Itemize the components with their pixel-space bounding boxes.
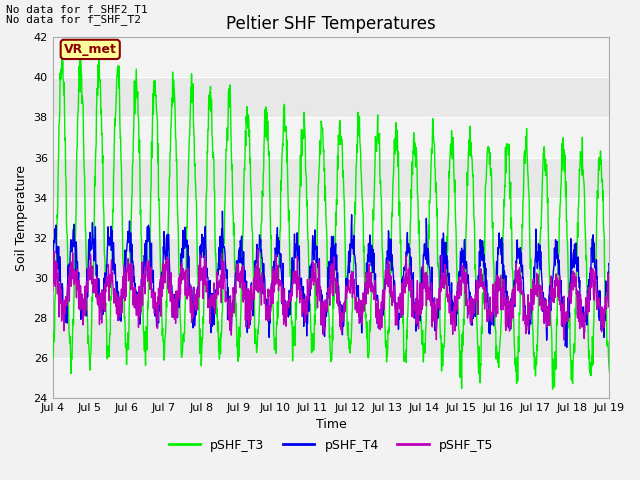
Bar xyxy=(52,118,609,157)
pSHF_T4 xyxy=(285,288,293,293)
Bar xyxy=(52,358,609,398)
Bar xyxy=(52,37,609,77)
pSHF_T3 xyxy=(95,45,103,51)
pSHF_T5 xyxy=(366,277,374,283)
Bar xyxy=(52,198,609,238)
Bar xyxy=(52,278,609,318)
pSHF_T5 xyxy=(605,293,613,299)
Line: pSHF_T5: pSHF_T5 xyxy=(52,249,609,340)
pSHF_T3 xyxy=(548,386,556,392)
pSHF_T4 xyxy=(307,277,315,283)
X-axis label: Time: Time xyxy=(316,419,346,432)
pSHF_T4 xyxy=(219,208,227,214)
pSHF_T3 xyxy=(92,147,100,153)
pSHF_T5 xyxy=(285,296,293,301)
pSHF_T4 xyxy=(366,232,374,238)
pSHF_T3 xyxy=(285,228,293,234)
Text: No data for f_SHF2_T1: No data for f_SHF2_T1 xyxy=(6,4,148,15)
pSHF_T5 xyxy=(254,246,262,252)
Text: No data for f_SHF_T2: No data for f_SHF_T2 xyxy=(6,13,141,24)
pSHF_T3 xyxy=(297,183,305,189)
pSHF_T5 xyxy=(49,288,56,294)
Line: pSHF_T4: pSHF_T4 xyxy=(52,211,609,348)
Title: Peltier SHF Temperatures: Peltier SHF Temperatures xyxy=(226,15,436,33)
pSHF_T4 xyxy=(49,238,56,243)
Legend: pSHF_T3, pSHF_T4, pSHF_T5: pSHF_T3, pSHF_T4, pSHF_T5 xyxy=(164,433,498,456)
Line: pSHF_T3: pSHF_T3 xyxy=(52,48,609,389)
pSHF_T5 xyxy=(92,287,100,292)
pSHF_T3 xyxy=(605,369,613,375)
pSHF_T4 xyxy=(297,278,305,284)
Text: VR_met: VR_met xyxy=(64,43,116,56)
pSHF_T3 xyxy=(366,317,374,323)
pSHF_T3 xyxy=(307,328,315,334)
pSHF_T5 xyxy=(560,337,568,343)
pSHF_T4 xyxy=(563,345,571,350)
pSHF_T4 xyxy=(115,289,122,295)
pSHF_T5 xyxy=(297,296,305,301)
pSHF_T4 xyxy=(605,262,613,268)
pSHF_T3 xyxy=(115,85,123,91)
pSHF_T4 xyxy=(92,257,100,263)
pSHF_T3 xyxy=(49,350,56,356)
pSHF_T5 xyxy=(115,309,122,314)
pSHF_T5 xyxy=(307,285,315,291)
Y-axis label: Soil Temperature: Soil Temperature xyxy=(15,165,28,271)
